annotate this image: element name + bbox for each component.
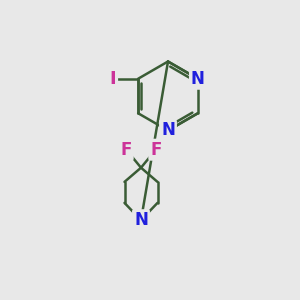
Text: N: N xyxy=(191,70,205,88)
Text: F: F xyxy=(120,141,132,159)
Text: N: N xyxy=(134,211,148,229)
Text: I: I xyxy=(109,70,116,88)
Text: N: N xyxy=(161,122,175,140)
Text: F: F xyxy=(150,141,162,159)
